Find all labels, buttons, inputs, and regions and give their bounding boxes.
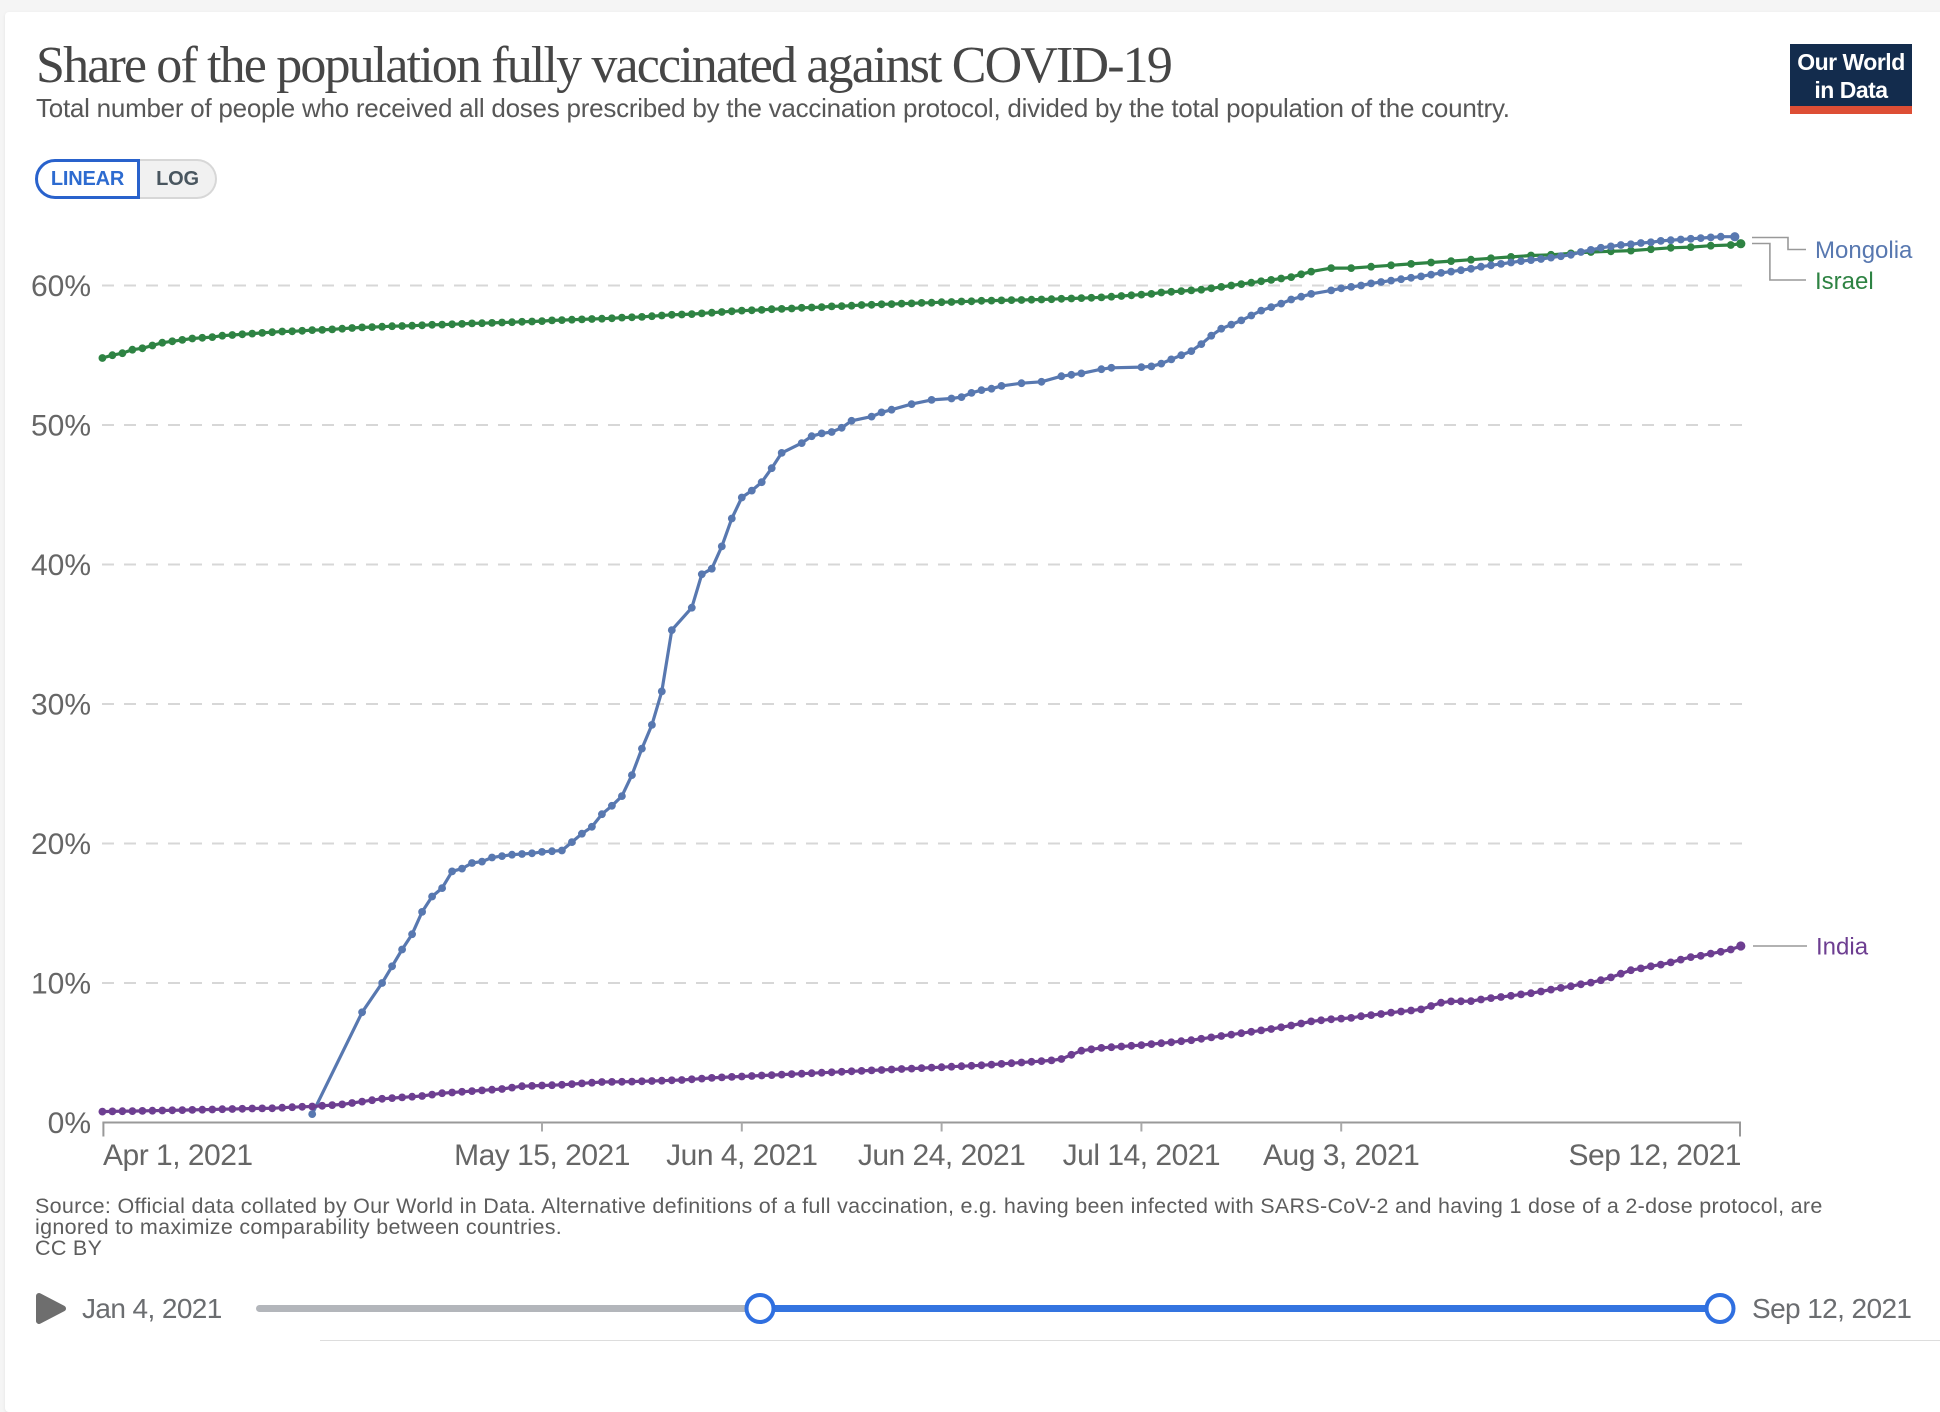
- svg-text:0%: 0%: [48, 1107, 91, 1140]
- svg-text:Jun 24, 2021: Jun 24, 2021: [858, 1139, 1025, 1172]
- svg-text:Sep 12, 2021: Sep 12, 2021: [1569, 1139, 1742, 1172]
- svg-text:Apr 1, 2021: Apr 1, 2021: [103, 1139, 253, 1172]
- svg-text:40%: 40%: [31, 549, 91, 582]
- svg-text:Jul 14, 2021: Jul 14, 2021: [1063, 1139, 1220, 1172]
- svg-text:30%: 30%: [31, 689, 91, 722]
- svg-text:60%: 60%: [31, 270, 91, 303]
- svg-text:10%: 10%: [31, 968, 91, 1001]
- svg-text:Mongolia: Mongolia: [1815, 237, 1913, 264]
- svg-text:India: India: [1816, 934, 1869, 961]
- svg-text:Israel: Israel: [1815, 268, 1874, 295]
- svg-text:50%: 50%: [31, 410, 91, 443]
- svg-text:20%: 20%: [31, 828, 91, 861]
- svg-text:Jun 4, 2021: Jun 4, 2021: [666, 1139, 817, 1172]
- svg-text:May 15, 2021: May 15, 2021: [454, 1139, 630, 1172]
- svg-text:Aug 3, 2021: Aug 3, 2021: [1263, 1139, 1419, 1172]
